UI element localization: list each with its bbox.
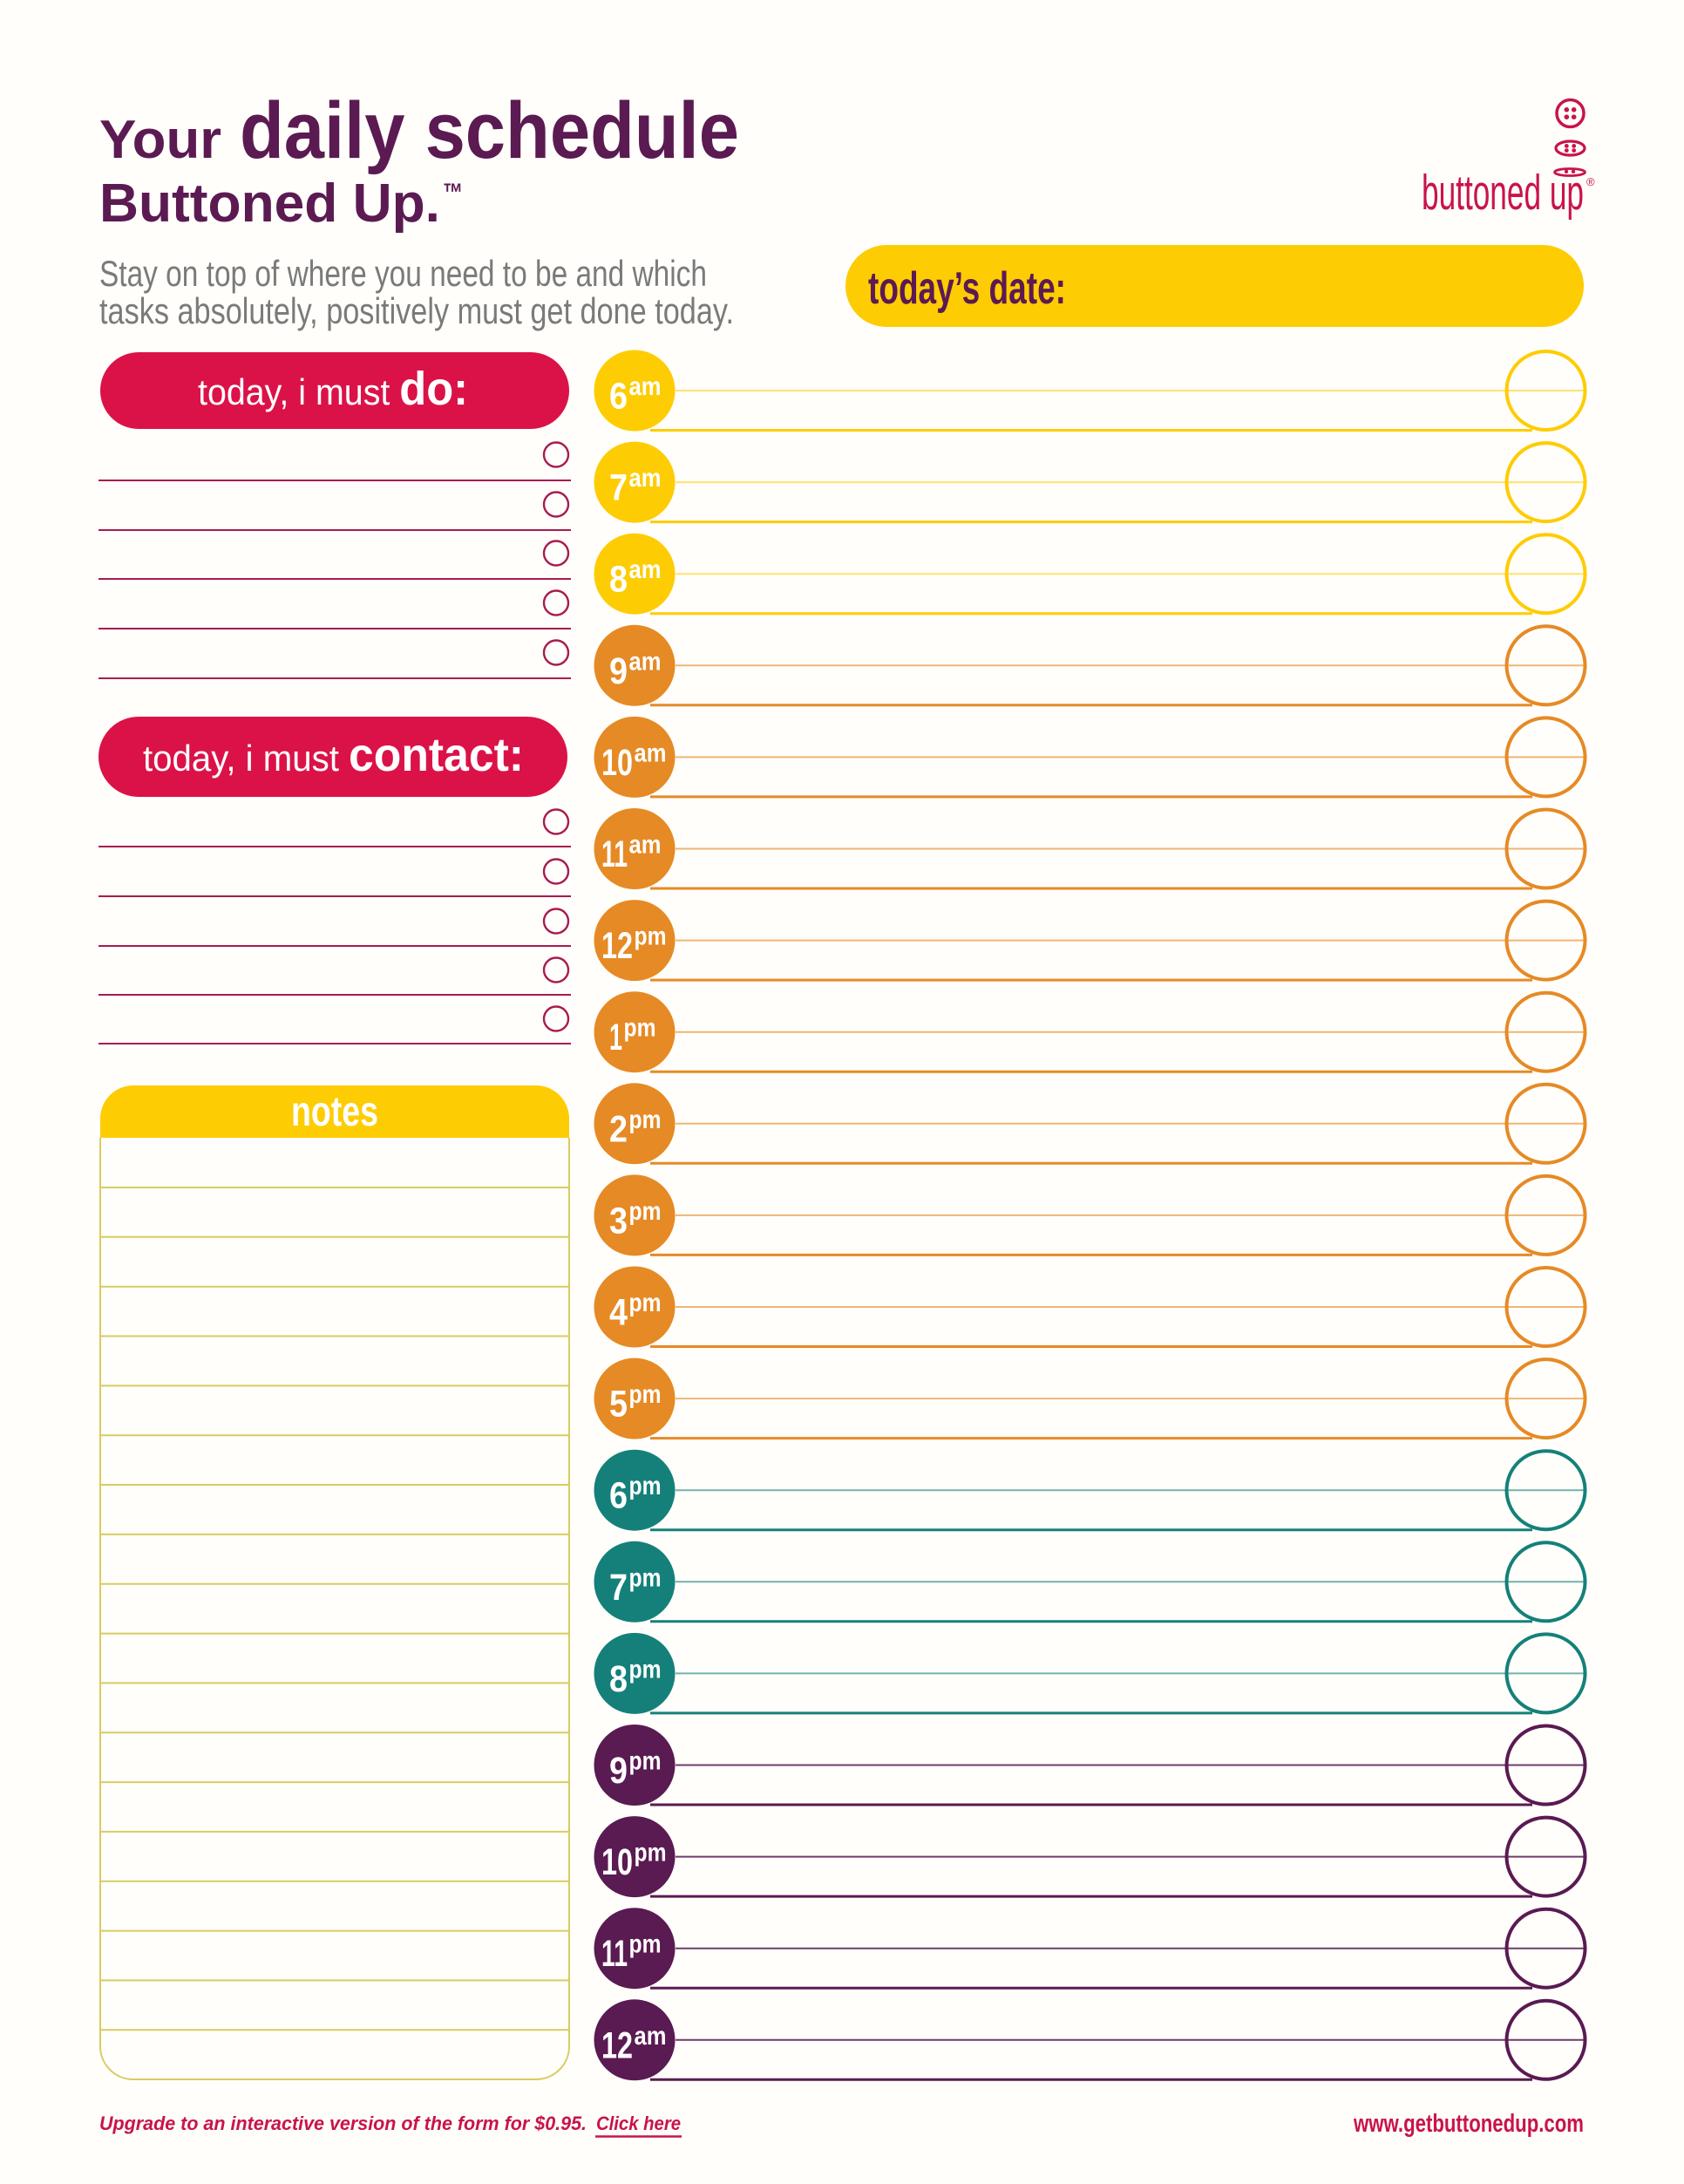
svg-text:6: 6	[609, 376, 628, 418]
svg-text:8: 8	[609, 559, 628, 601]
svg-text:®: ®	[1586, 175, 1595, 188]
svg-text:pm: pm	[629, 1197, 662, 1226]
svg-text:12: 12	[601, 2024, 633, 2066]
svg-text:9: 9	[609, 1750, 628, 1792]
svg-text:11: 11	[601, 833, 628, 875]
svg-text:pm: pm	[629, 1563, 662, 1592]
svg-text:Upgrade to an interactive vers: Upgrade to an interactive version of the…	[99, 2113, 587, 2134]
svg-text:am: am	[629, 464, 662, 493]
svg-text:12: 12	[601, 925, 633, 967]
svg-text:7: 7	[609, 1567, 628, 1609]
svg-text:am: am	[629, 831, 662, 860]
svg-text:9: 9	[609, 650, 628, 692]
svg-text:today’s date:: today’s date:	[868, 263, 1066, 314]
svg-text:Click here: Click here	[596, 2113, 681, 2134]
svg-text:Stay on top of where you need: Stay on top of where you need to be and …	[99, 253, 707, 294]
svg-text:3: 3	[609, 1200, 628, 1242]
svg-text:pm: pm	[629, 1289, 662, 1317]
svg-text:1: 1	[609, 1017, 622, 1058]
svg-text:pm: pm	[624, 1014, 656, 1043]
svg-text:™: ™	[443, 179, 463, 208]
svg-text:pm: pm	[629, 1106, 662, 1134]
svg-text:pm: pm	[629, 1747, 662, 1776]
svg-text:pm: pm	[629, 1472, 662, 1500]
svg-text:www.getbuttonedup.com: www.getbuttonedup.com	[1353, 2110, 1584, 2138]
svg-text:5: 5	[609, 1384, 628, 1425]
svg-text:am: am	[635, 738, 667, 767]
svg-text:10: 10	[601, 1841, 633, 1883]
svg-text:daily schedule: daily schedule	[240, 86, 739, 175]
svg-text:7: 7	[609, 467, 628, 509]
svg-text:notes: notes	[291, 1089, 378, 1135]
svg-text:pm: pm	[629, 1930, 662, 1959]
svg-text:pm: pm	[635, 922, 667, 951]
svg-text:am: am	[629, 555, 662, 584]
svg-text:pm: pm	[629, 1655, 662, 1684]
svg-text:am: am	[629, 372, 662, 401]
svg-text:10: 10	[601, 742, 633, 784]
svg-text:8: 8	[609, 1658, 628, 1700]
svg-text:today, i must do:: today, i must do:	[198, 363, 468, 415]
svg-text:4: 4	[609, 1292, 628, 1334]
svg-text:Buttoned Up.: Buttoned Up.	[99, 173, 440, 234]
svg-text:pm: pm	[635, 1839, 667, 1868]
svg-text:6: 6	[609, 1475, 628, 1517]
svg-text:pm: pm	[629, 1380, 662, 1409]
svg-text:tasks absolutely, positively m: tasks absolutely, positively must get do…	[99, 290, 734, 331]
svg-text:today, i must contact:: today, i must contact:	[143, 729, 524, 781]
svg-text:2: 2	[609, 1108, 628, 1150]
svg-text:buttoned up: buttoned up	[1422, 165, 1584, 221]
svg-text:am: am	[635, 2022, 667, 2051]
svg-text:Your: Your	[99, 110, 221, 170]
svg-text:am: am	[629, 647, 662, 676]
svg-text:11: 11	[601, 1933, 628, 1975]
